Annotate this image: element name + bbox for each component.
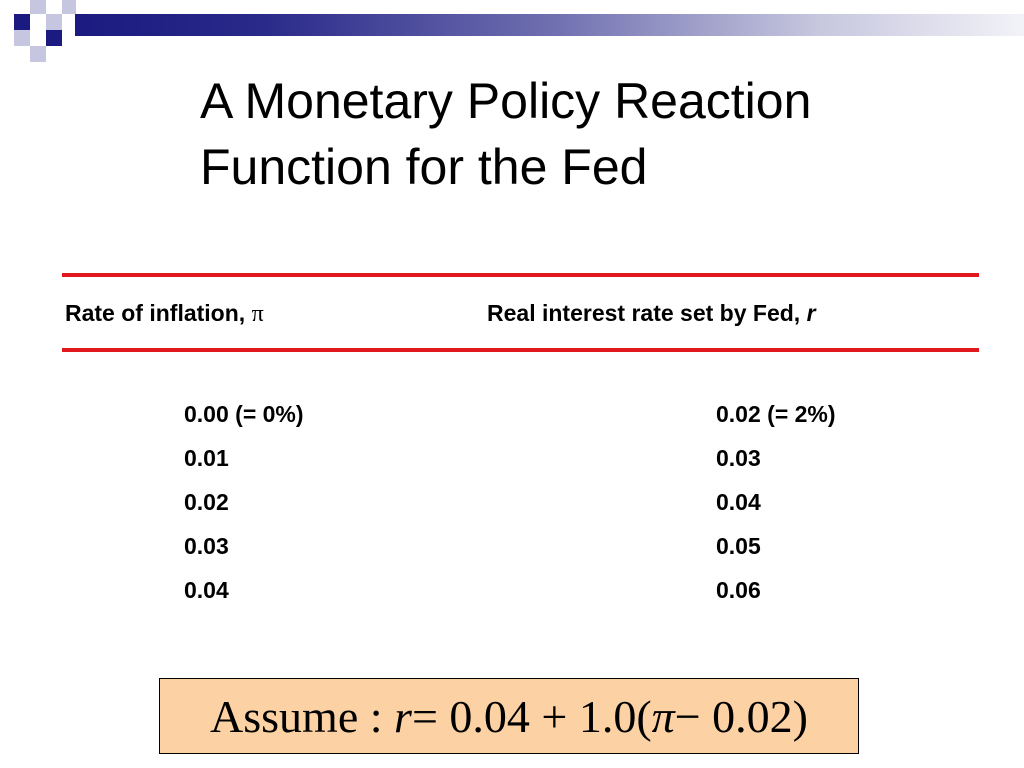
title-line-1: A Monetary Policy Reaction bbox=[200, 73, 812, 129]
table-cell: 0.03 bbox=[716, 445, 761, 471]
table-top-rule bbox=[62, 273, 979, 277]
pi-symbol: π bbox=[251, 301, 264, 327]
deco-square bbox=[62, 0, 76, 14]
deco-square bbox=[14, 14, 30, 30]
table-cell: 0.04 bbox=[716, 489, 761, 515]
deco-square bbox=[30, 0, 46, 14]
deco-square bbox=[14, 30, 30, 46]
table-cell: 0.04 bbox=[184, 577, 229, 603]
table-cell: 0.03 bbox=[184, 533, 229, 559]
real-rate-column-header: Real interest rate set by Fed, r bbox=[487, 300, 816, 327]
table-cell: 0.02 (= 2%) bbox=[716, 401, 836, 427]
real-rate-column: 0.02 (= 2%) 0.03 0.04 0.05 0.06 bbox=[716, 392, 836, 612]
formula-suffix: − 0.02) bbox=[674, 690, 808, 742]
formula-box: Assume : r = 0.04 + 1.0(π − 0.02) bbox=[159, 678, 859, 754]
r-symbol: r bbox=[806, 300, 816, 326]
table-cell: 0.05 bbox=[716, 533, 761, 559]
inflation-column: 0.00 (= 0%) 0.01 0.02 0.03 0.04 bbox=[184, 392, 304, 612]
deco-square bbox=[46, 30, 62, 46]
table-header-rule bbox=[62, 348, 979, 352]
formula-mid: = 0.04 + 1.0( bbox=[411, 690, 652, 742]
title-line-2: Function for the Fed bbox=[200, 139, 648, 195]
inflation-header-label: Rate of inflation, bbox=[65, 300, 252, 326]
table-cell: 0.00 (= 0%) bbox=[184, 401, 304, 427]
deco-square bbox=[30, 46, 46, 62]
deco-square bbox=[46, 14, 62, 30]
table-cell: 0.06 bbox=[716, 577, 761, 603]
header-gradient-bar bbox=[75, 14, 1024, 36]
formula-var-pi: π bbox=[651, 690, 675, 742]
real-rate-header-label: Real interest rate set by Fed, bbox=[487, 300, 807, 326]
slide-title: A Monetary Policy Reaction Function for … bbox=[200, 68, 1000, 200]
formula-prefix: Assume : bbox=[210, 690, 383, 742]
table-cell: 0.02 bbox=[184, 489, 229, 515]
formula-var-r: r bbox=[394, 690, 412, 742]
inflation-column-header: Rate of inflation, π bbox=[65, 300, 264, 328]
table-cell: 0.01 bbox=[184, 445, 229, 471]
